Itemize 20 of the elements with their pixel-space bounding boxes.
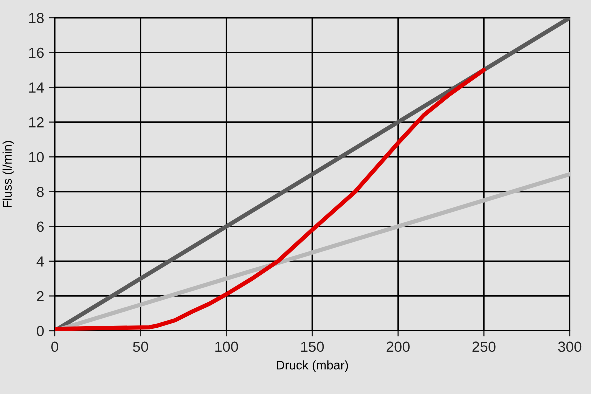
x-tick-label: 0 [52,342,58,352]
y-tick-label: 8 [37,186,44,198]
y-tick-label: 0 [37,326,44,336]
line-series [55,68,486,331]
y-tick-label: 14 [29,82,44,93]
x-tick-label: 100 [216,342,238,352]
y-tick-label: 16 [29,48,44,58]
y-tick-label: 4 [36,256,44,267]
x-axis-title: Druck (mbar) [277,360,348,372]
y-tick-label: 6 [37,222,44,232]
x-tick-label: 250 [472,342,496,352]
x-tick-label: 300 [558,342,582,352]
x-tick-label: 50 [133,342,148,352]
x-tick-label: 200 [386,342,410,352]
y-tick-label: 10 [29,152,44,163]
y-tick-label: 18 [29,13,44,24]
y-tick-label: 2 [37,291,44,302]
y-tick-label: 12 [29,117,44,128]
y-axis-title: Fluss (l/min) [2,141,14,208]
x-tick-label: 150 [301,342,324,352]
